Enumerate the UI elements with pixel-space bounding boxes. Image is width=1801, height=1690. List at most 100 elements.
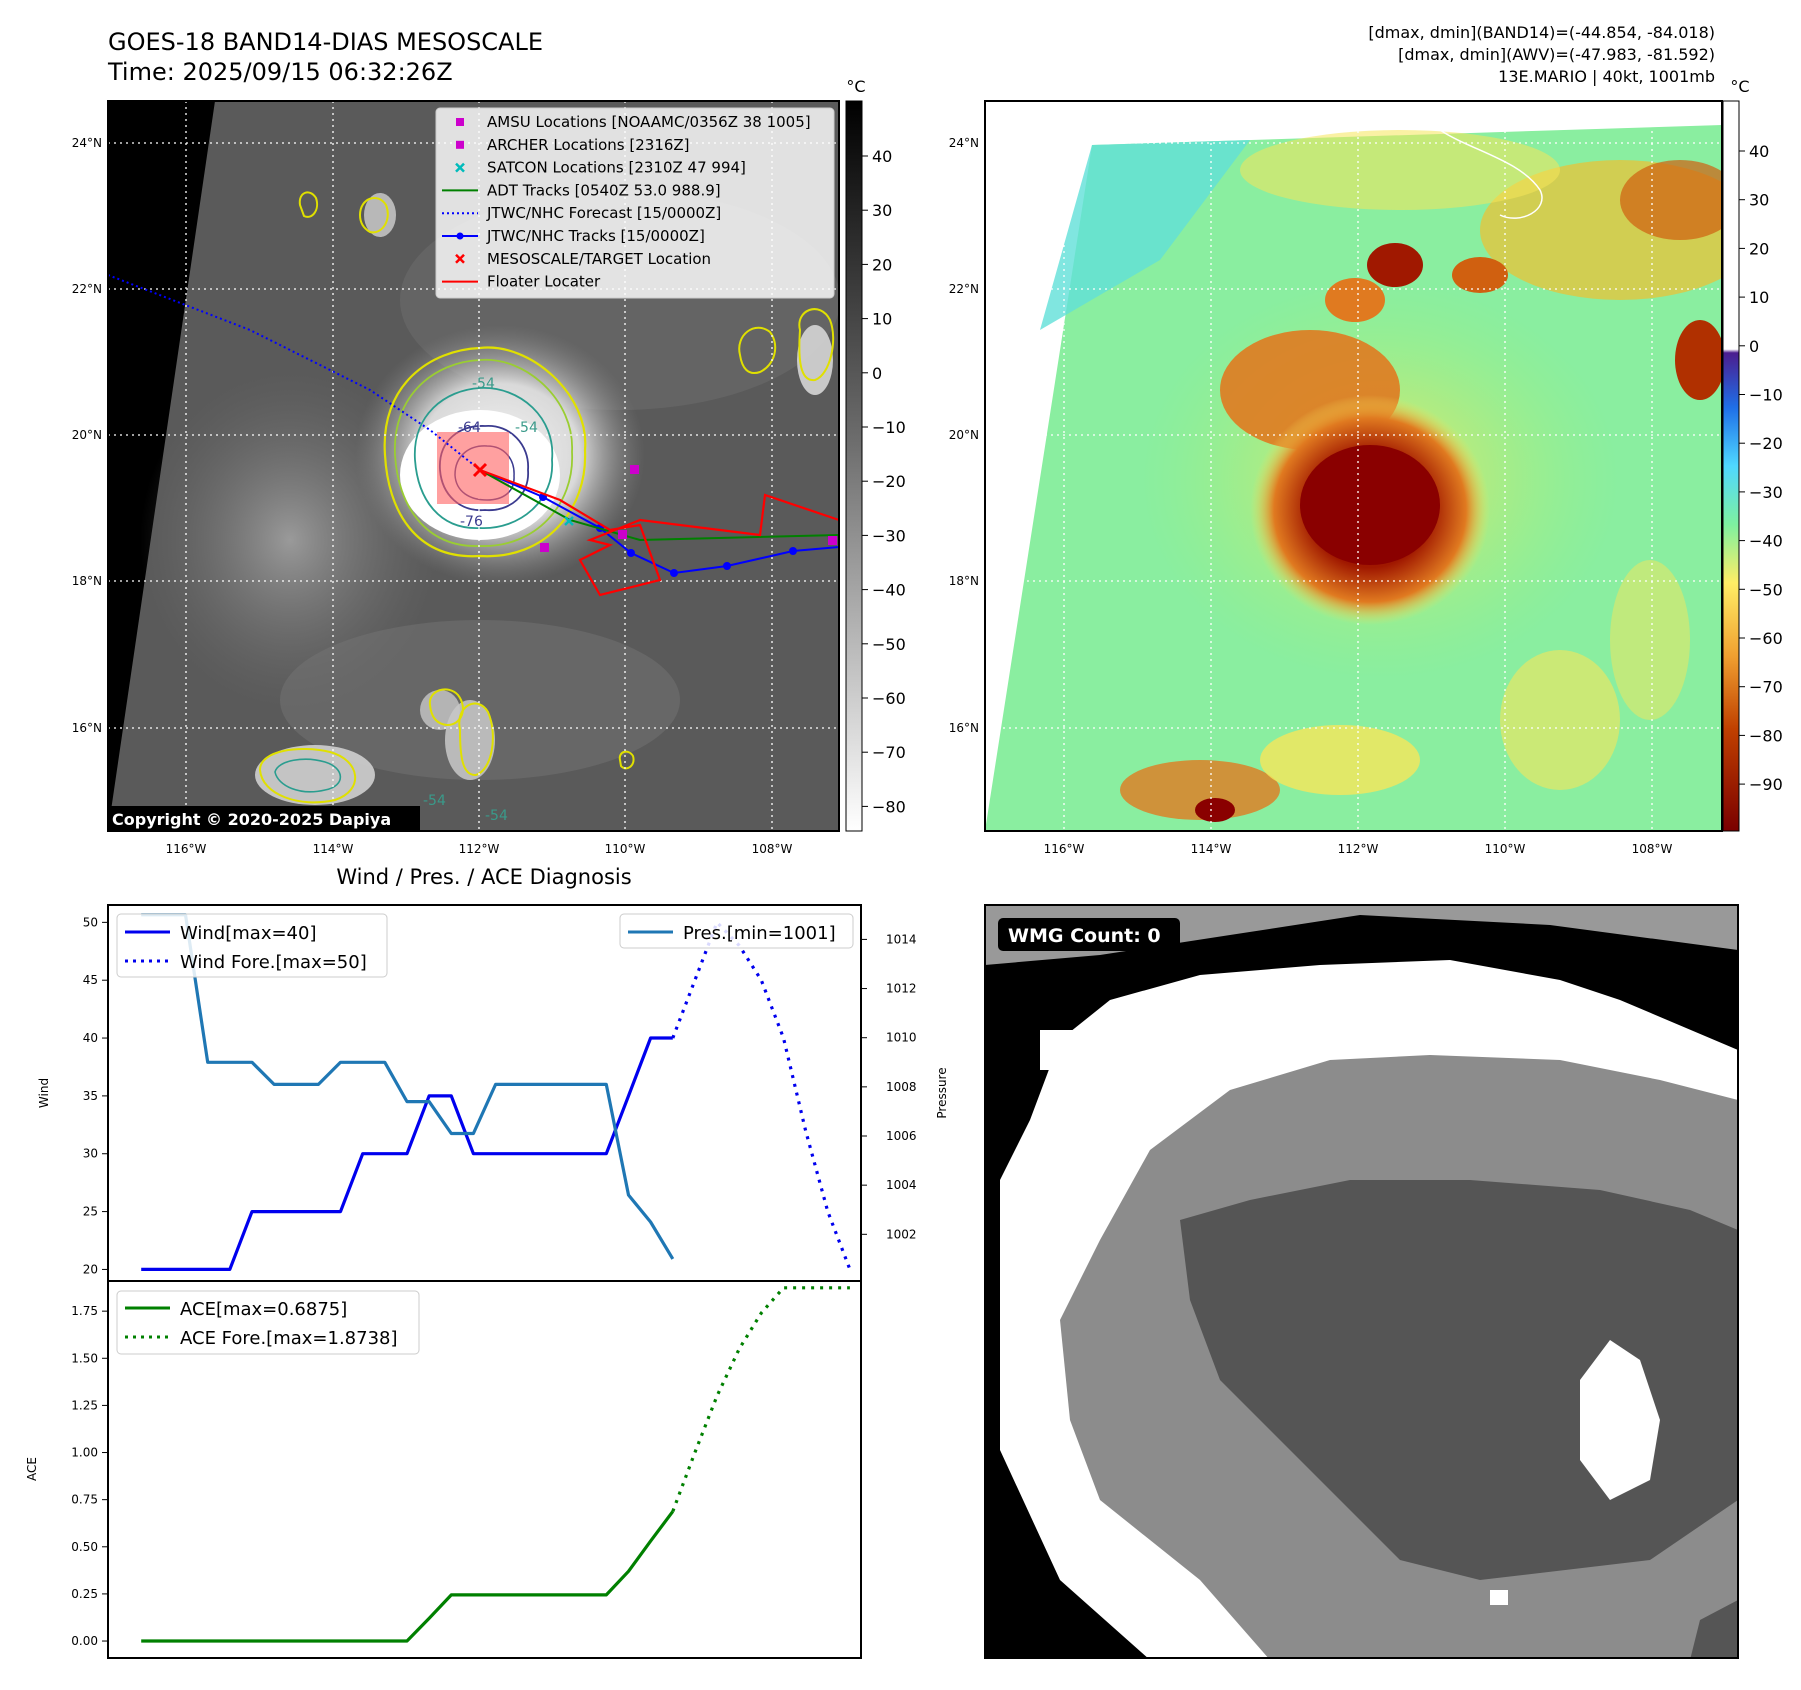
y-tick-label: 30: [83, 1147, 98, 1161]
lon-tick-label: 110°W: [605, 842, 646, 856]
colorbar-tick-label: −50: [1749, 580, 1783, 599]
info-storm: 13E.MARIO | 40kt, 1001mb: [1498, 67, 1715, 86]
contour-label: -76: [460, 514, 483, 530]
wind-legend: Wind[max=40] Wind Fore.[max=50]: [116, 913, 388, 978]
ir-colorbar-unit: °C: [846, 77, 865, 96]
legend-wind: Wind[max=40]: [180, 923, 317, 944]
colorbar-tick-label: 20: [872, 255, 892, 274]
ir-colorbar: [845, 100, 863, 832]
series-line: [141, 1510, 675, 1643]
lon-tick-label: 116°W: [1044, 842, 1085, 856]
colorbar-tick-label: −70: [872, 743, 906, 762]
lat-tick-label: 20°N: [949, 428, 979, 442]
contour-label: -64: [458, 420, 481, 436]
y-tick-label: 35: [83, 1089, 98, 1103]
y2-tick-label: 1010: [886, 1031, 917, 1045]
wind-pressure-chart: 50 45 40 35 30 25 20 1014 1012 1010 1008 1006 1004 1…: [37, 904, 949, 1282]
y-tick-label: 1.00: [71, 1446, 98, 1460]
colorbar-tick-label: 40: [1749, 142, 1769, 161]
pressure-legend: Pres.[min=1001]: [619, 913, 854, 949]
contour-label: -54: [515, 420, 538, 436]
lon-tick-label: 112°W: [459, 842, 500, 856]
lat-tick-label: 22°N: [949, 282, 979, 296]
colorbar-tick-label: −10: [1749, 386, 1783, 405]
legend-label: AMSU Locations [NOAAMC/0356Z 38 1005]: [487, 113, 811, 131]
lon-tick-label: 110°W: [1485, 842, 1526, 856]
lon-tick-label: 114°W: [313, 842, 354, 856]
ir-legend: AMSU Locations [NOAAMC/0356Z 38 1005] ARC…: [435, 107, 835, 299]
figure-time: Time: 2025/09/15 06:32:26Z: [107, 58, 453, 86]
colorbar-tick-label: −80: [872, 797, 906, 816]
y2-tick-label: 1014: [886, 932, 917, 946]
colorbar-tick-label: 20: [1749, 239, 1769, 258]
y2-tick-label: 1012: [886, 982, 917, 996]
colorbar-tick-label: −20: [1749, 434, 1783, 453]
lat-tick-label: 20°N: [72, 428, 102, 442]
colorbar-tick-label: −20: [872, 472, 906, 491]
lon-tick-label: 112°W: [1338, 842, 1379, 856]
colorbar-tick-label: −50: [872, 635, 906, 654]
lat-tick-label: 16°N: [72, 721, 102, 735]
colorbar-tick-label: 30: [1749, 191, 1769, 210]
colorbar-tick-label: −30: [872, 526, 906, 545]
series-line: [671, 1286, 850, 1512]
legend-label: ARCHER Locations [2316Z]: [487, 136, 690, 154]
lon-tick-label: 116°W: [166, 842, 207, 856]
y2-tick-label: 1002: [886, 1227, 917, 1241]
colorbar-tick-label: −40: [872, 581, 906, 600]
contour-label: -54: [472, 376, 495, 392]
colorbar-tick-label: −70: [1749, 678, 1783, 697]
lat-tick-label: 22°N: [72, 282, 102, 296]
colorbar-tick-label: −40: [1749, 532, 1783, 551]
legend-label: JTWC/NHC Tracks [15/0000Z]: [486, 227, 705, 245]
colorbar-tick-label: −30: [1749, 483, 1783, 502]
series-line: [141, 913, 675, 1260]
figure-title: GOES-18 BAND14-DIAS MESOSCALE: [108, 28, 543, 56]
legend-marker: [455, 162, 465, 173]
ace-ylabel: ACE: [25, 1457, 39, 1481]
lon-tick-label: 114°W: [1191, 842, 1232, 856]
legend-marker: [456, 140, 464, 149]
legend-pressure: Pres.[min=1001]: [683, 923, 836, 944]
y-tick-label: 0.50: [71, 1540, 98, 1554]
ir-panel: -54 -64 -54 -76 -54 -54 AMSU Locations […: [72, 77, 906, 856]
wmg-count-badge: WMG Count: 0: [1008, 925, 1161, 947]
legend-marker: [455, 253, 465, 264]
y2-tick-label: 1004: [886, 1178, 917, 1192]
colorbar-tick-label: 0: [1749, 337, 1759, 356]
y-tick-label: 0.00: [71, 1634, 98, 1648]
colorbar-tick-label: −10: [872, 418, 906, 437]
colorbar-tick-label: 10: [1749, 288, 1769, 307]
y-tick-label: 0.75: [71, 1493, 98, 1507]
legend-label: MESOSCALE/TARGET Location: [487, 250, 711, 268]
legend-ace: ACE[max=0.6875]: [180, 1299, 347, 1320]
colorbar-tick-label: −90: [1749, 775, 1783, 794]
colorbar-tick-label: −80: [1749, 726, 1783, 745]
y2-tick-label: 1008: [886, 1080, 917, 1094]
series-line: [141, 1036, 673, 1272]
lat-tick-label: 18°N: [72, 574, 102, 588]
wv-colorbar-unit: °C: [1730, 77, 1749, 96]
wind-ylabel: Wind: [37, 1078, 51, 1108]
lat-tick-label: 18°N: [949, 574, 979, 588]
y-tick-label: 25: [83, 1205, 98, 1219]
colorbar-tick-label: 30: [872, 201, 892, 220]
legend-ace-forecast: ACE Fore.[max=1.8738]: [180, 1328, 398, 1349]
y-tick-label: 40: [83, 1031, 98, 1045]
y-tick-label: 1.50: [71, 1351, 98, 1365]
colorbar-tick-label: −60: [872, 689, 906, 708]
legend-label: JTWC/NHC Forecast [15/0000Z]: [486, 204, 721, 222]
contour-label: -54: [485, 808, 508, 824]
wv-panel: 24°N 22°N 20°N 18°N 16°N 116°W 114°W 112°W 110°…: [949, 77, 1783, 856]
y-tick-label: 1.75: [71, 1304, 98, 1318]
wv-colorbar: [1722, 100, 1740, 832]
series-line: [671, 920, 852, 1270]
lat-tick-label: 24°N: [949, 136, 979, 150]
y-tick-label: 50: [83, 915, 98, 929]
y2-tick-label: 1006: [886, 1129, 917, 1143]
y-tick-label: 20: [83, 1262, 98, 1276]
lon-tick-label: 108°W: [1632, 842, 1673, 856]
lon-tick-label: 108°W: [752, 842, 793, 856]
y-tick-label: 1.25: [71, 1398, 98, 1412]
